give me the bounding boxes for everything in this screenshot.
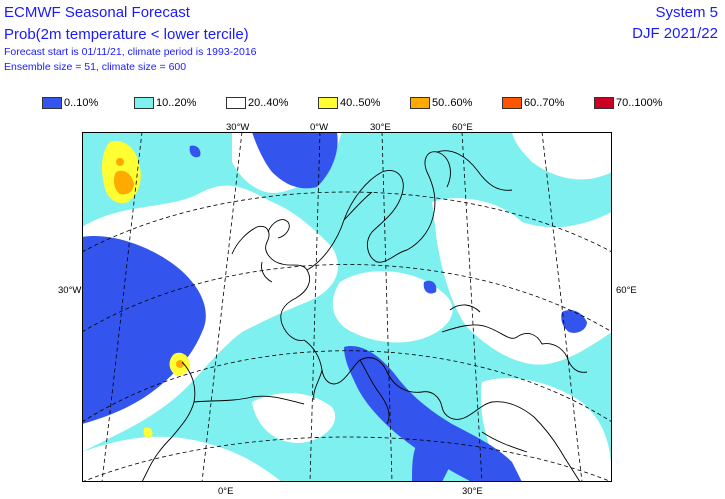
- legend-swatch: [410, 97, 430, 109]
- ensemble-info: Ensemble size = 51, climate size = 600: [4, 61, 187, 73]
- legend-label: 10..20%: [156, 97, 197, 109]
- lon-label-bottom: 0°E: [218, 486, 234, 497]
- legend-swatch: [502, 97, 522, 109]
- legend-item: 10..20%: [134, 94, 196, 112]
- legend-label: 0..10%: [64, 97, 99, 109]
- legend-label: 20..40%: [248, 97, 289, 109]
- lon-label-top: 60°E: [452, 122, 473, 133]
- lon-label-top: 0°W: [310, 122, 329, 133]
- system-label: System 5: [655, 4, 718, 21]
- graticule: [82, 132, 612, 482]
- legend-item: 0..10%: [42, 94, 98, 112]
- blue-regions: [82, 132, 587, 482]
- legend-swatch: [594, 97, 614, 109]
- legend-item: 20..40%: [226, 94, 288, 112]
- lat-label-left: 30°W: [58, 285, 82, 296]
- lon-label-top: 30°W: [226, 122, 250, 133]
- legend-label: 70..100%: [616, 97, 663, 109]
- warm-anomalies: [102, 140, 190, 438]
- legend-item: 60..70%: [502, 94, 564, 112]
- forecast-info: Forecast start is 01/11/21, climate peri…: [4, 46, 257, 58]
- map-frame: [82, 132, 612, 482]
- legend-label: 50..60%: [432, 97, 473, 109]
- legend-swatch: [42, 97, 62, 109]
- legend-item: 70..100%: [594, 94, 662, 112]
- map-subtitle: Prob(2m temperature < lower tercile): [4, 26, 249, 43]
- season-label: DJF 2021/22: [632, 25, 718, 42]
- lat-label-right: 60°E: [616, 285, 637, 296]
- legend-swatch: [134, 97, 154, 109]
- legend-swatch: [226, 97, 246, 109]
- legend-label: 40..50%: [340, 97, 381, 109]
- legend-item: 40..50%: [318, 94, 380, 112]
- map-title: ECMWF Seasonal Forecast: [4, 4, 190, 21]
- lon-label-bottom: 30°E: [462, 486, 483, 497]
- forecast-map: [82, 132, 612, 482]
- legend-item: 50..60%: [410, 94, 472, 112]
- legend-swatch: [318, 97, 338, 109]
- legend-label: 60..70%: [524, 97, 565, 109]
- probability-legend: 0..10% 10..20% 20..40% 40..50% 50..60% 6…: [0, 94, 725, 112]
- lon-label-top: 30°E: [370, 122, 391, 133]
- coastlines: [141, 150, 588, 482]
